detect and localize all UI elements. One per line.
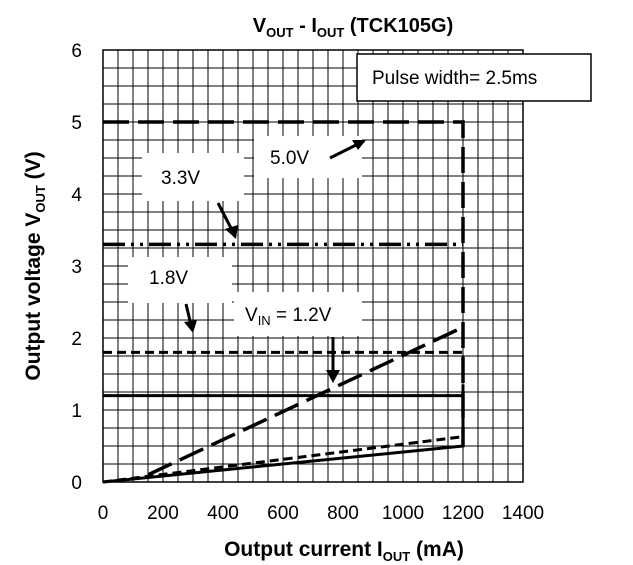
label-3-3v: 3.3V (161, 168, 200, 189)
x-tick-label: 800 (327, 503, 359, 524)
series-layer (102, 120, 465, 484)
series-line-1-2v (102, 394, 465, 484)
x-tick-label: 200 (147, 503, 179, 524)
x-axis-label: Output current IOUT (mA) (224, 538, 464, 564)
label-50-box (254, 136, 362, 178)
chart-title: VOUT - IOUT (TCK105G) (253, 15, 454, 40)
y-tick-label: 6 (71, 41, 82, 62)
label-18-box (128, 257, 232, 303)
y-tick-label: 0 (71, 473, 82, 494)
label-5-0v: 5.0V (270, 148, 309, 169)
x-tick-label: 0 (98, 503, 109, 524)
x-tick-label: 1000 (382, 503, 424, 524)
label-vin-box (234, 292, 362, 336)
y-axis-label: Output voltage VOUT (V) (22, 151, 48, 380)
y-tick-labels: 0 1 2 3 4 5 6 (71, 41, 82, 494)
x-tick-label: 1200 (442, 503, 484, 524)
arrow-5-0v-head (352, 140, 366, 150)
arrow-1-8v-head (184, 320, 197, 333)
y-tick-label: 4 (71, 185, 82, 206)
y-tick-label: 3 (71, 257, 82, 278)
arrow-3-3v-head (225, 225, 238, 239)
plot-frame (102, 49, 524, 483)
label-33-box (142, 153, 244, 201)
label-1-8v: 1.8V (149, 268, 188, 289)
series-line-5-0v-foldback- (147, 325, 464, 477)
x-tick-label: 1400 (502, 503, 544, 524)
x-tick-label: 400 (207, 503, 239, 524)
arrows (184, 139, 366, 383)
x-tick-labels: 0 200 400 600 800 1000 1200 1400 (98, 503, 544, 524)
y-tick-label: 5 (71, 113, 82, 134)
series-line-5-0v (103, 120, 465, 446)
pulse-width-label: Pulse width= 2.5ms (372, 68, 537, 89)
pulse-width-box (356, 53, 592, 102)
x-tick-label: 600 (267, 503, 299, 524)
y-tick-label: 2 (71, 329, 82, 350)
arrow-vin-head (326, 370, 340, 383)
label-vin-1-2v: VIN = 1.2V (245, 305, 332, 328)
arrow-3-3v (216, 202, 235, 233)
y-tick-label: 1 (71, 401, 82, 422)
